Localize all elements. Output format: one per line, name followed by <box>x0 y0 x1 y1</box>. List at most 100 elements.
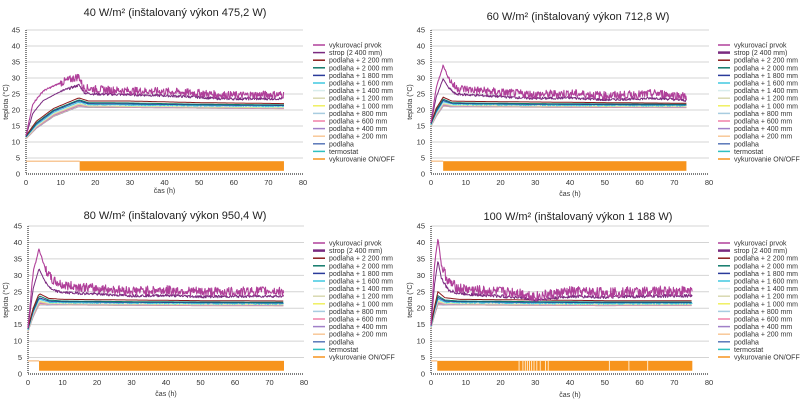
onoff-bar <box>39 360 284 371</box>
x-tick-label: 30 <box>127 378 135 387</box>
onoff-off-gap <box>518 360 520 371</box>
legend-label: termostat <box>734 347 763 354</box>
legend-label: vykurovanie ON/OFF <box>734 355 800 362</box>
x-tick-label: 30 <box>126 178 134 187</box>
legend-label: podlaha + 1 000 mm <box>734 103 798 110</box>
legend-label: vykurovací prvok <box>329 241 382 248</box>
onoff-off-gap <box>528 360 530 371</box>
legend-label: podlaha + 1 600 mm <box>329 81 393 88</box>
y-tick-label: 5 <box>421 154 425 163</box>
chart-title: 40 W/m² (inštalovaný výkon 475,2 W) <box>84 7 267 19</box>
series-line <box>430 96 687 123</box>
x-tick-label: 70 <box>670 178 678 187</box>
legend-label: podlaha + 2 000 mm <box>329 65 393 72</box>
legend-label: podlaha + 1 800 mm <box>329 271 393 278</box>
series-line <box>27 302 284 332</box>
onoff-off-gap <box>539 360 541 371</box>
x-tick-label: 0 <box>429 378 433 387</box>
legend-label: vykurovací prvok <box>734 241 787 248</box>
x-axis-label: čas (h) <box>155 391 176 398</box>
y-tick-label: 20 <box>14 304 22 313</box>
x-tick-label: 60 <box>635 178 643 187</box>
y-axis-label: teplota (°C) <box>2 84 10 119</box>
x-tick-label: 20 <box>496 178 504 187</box>
y-tick-label: 20 <box>12 106 20 115</box>
y-tick-label: 45 <box>417 222 425 231</box>
chart-title: 60 W/m² (inštalovaný výkon 712,8 W) <box>487 11 670 23</box>
series-line <box>27 302 284 332</box>
legend-label: podlaha + 600 mm <box>734 119 792 126</box>
y-tick-label: 15 <box>12 122 20 131</box>
y-tick-label: 0 <box>421 170 425 179</box>
series-line <box>25 83 284 136</box>
x-tick-label: 70 <box>264 178 272 187</box>
y-tick-label: 10 <box>12 138 20 147</box>
x-tick-label: 40 <box>162 378 170 387</box>
y-tick-label: 15 <box>417 320 425 329</box>
x-tick-label: 60 <box>635 378 643 387</box>
y-tick-label: 30 <box>417 271 425 280</box>
series-line <box>27 268 285 329</box>
x-axis-label: čas (h) <box>559 392 580 399</box>
legend-label: podlaha + 600 mm <box>734 317 792 324</box>
legend-label: strop (2 400 mm) <box>734 248 787 255</box>
y-tick-label: 35 <box>417 58 425 67</box>
legend-label: vykurovanie ON/OFF <box>329 157 395 164</box>
legend-label: podlaha + 200 mm <box>734 332 792 339</box>
legend-label: podlaha + 2 000 mm <box>329 263 393 270</box>
y-tick-label: 10 <box>417 138 425 147</box>
legend-label: strop (2 400 mm) <box>734 50 787 57</box>
onoff-off-gap <box>531 360 533 371</box>
y-tick-label: 20 <box>417 304 425 313</box>
x-tick-label: 40 <box>566 178 574 187</box>
legend-label: podlaha + 1 600 mm <box>734 279 798 286</box>
legend-label: podlaha + 2 200 mm <box>734 256 798 263</box>
onoff-off-gap <box>628 360 630 371</box>
legend-label: vykurovanie ON/OFF <box>329 355 395 362</box>
series-line <box>27 248 285 328</box>
x-tick-label: 0 <box>24 178 28 187</box>
y-tick-label: 0 <box>421 370 425 379</box>
legend-label: podlaha + 400 mm <box>734 126 792 133</box>
x-tick-label: 50 <box>195 178 203 187</box>
y-tick-label: 10 <box>417 337 425 346</box>
series-line <box>430 64 687 123</box>
legend-label: podlaha + 2 000 mm <box>734 65 798 72</box>
legend-label: podlaha <box>734 141 759 148</box>
legend-label: podlaha <box>329 141 354 148</box>
legend-label: podlaha + 1 400 mm <box>734 286 798 293</box>
legend-label: podlaha + 1 000 mm <box>734 301 798 308</box>
legend-label: podlaha + 1 200 mm <box>734 96 798 103</box>
legend-label: vykurovací prvok <box>734 43 787 50</box>
series-line <box>430 298 693 327</box>
legend-label: podlaha + 800 mm <box>329 309 387 316</box>
x-tick-label: 80 <box>300 378 308 387</box>
x-axis-label: čas (h) <box>154 188 175 195</box>
chart-panel-4: 100 W/m² (inštalovaný výkon 1 188 W) 0 5 10… <box>406 211 800 399</box>
series-line <box>430 294 692 326</box>
onoff-bar <box>443 161 687 171</box>
series-line <box>430 98 687 124</box>
chart-title: 80 W/m² (inštalovaný výkon 950,4 W) <box>84 210 267 222</box>
series-line <box>25 73 285 136</box>
y-tick-label: 45 <box>12 26 20 35</box>
legend-label: podlaha <box>734 339 759 346</box>
x-tick-label: 60 <box>231 378 239 387</box>
series-line <box>25 100 284 138</box>
legend-label: podlaha + 200 mm <box>329 134 387 141</box>
y-tick-label: 0 <box>16 170 20 179</box>
y-tick-label: 40 <box>12 42 20 51</box>
legend-label: strop (2 400 mm) <box>329 248 382 255</box>
legend-label: strop (2 400 mm) <box>329 50 382 57</box>
legend-label: vykurovanie ON/OFF <box>734 157 800 164</box>
x-tick-label: 10 <box>462 378 470 387</box>
legend-label: podlaha + 1 400 mm <box>329 286 393 293</box>
legend-label: podlaha + 800 mm <box>734 309 792 316</box>
chart-panel-3: 80 W/m² (inštalovaný výkon 950,4 W) 0 5 10 1… <box>2 210 395 398</box>
y-tick-label: 35 <box>14 254 22 263</box>
x-tick-label: 40 <box>566 378 574 387</box>
